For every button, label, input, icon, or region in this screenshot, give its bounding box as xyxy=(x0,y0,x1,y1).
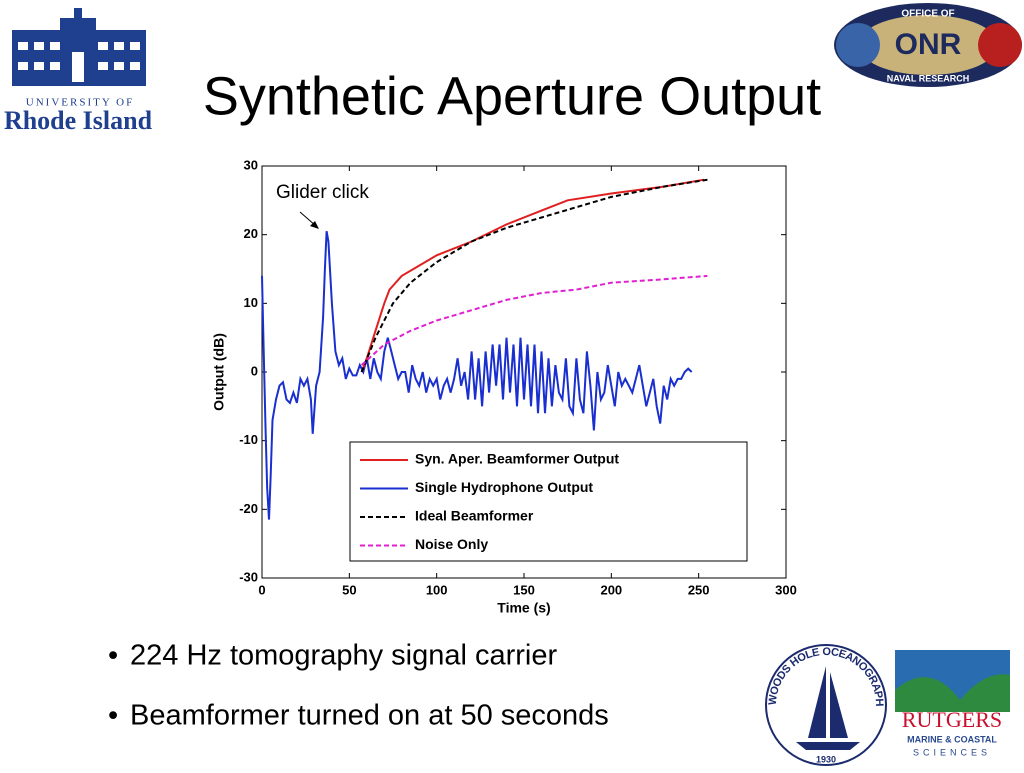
chart: 0 50 100 150 200 250 300 -30 -20 -10 0 10 20 30 Time (… xyxy=(211,157,797,615)
x-tick-label: 50 xyxy=(342,582,356,597)
slide-title: Synthetic Aperture Output xyxy=(203,66,821,126)
series-line xyxy=(360,178,708,373)
y-tick-label: 0 xyxy=(251,363,258,378)
onr-logo: OFFICE OF ONR NAVAL RESEARCH xyxy=(834,3,1022,87)
y-axis-label: Output (dB) xyxy=(211,333,227,411)
uri-line2: Rhode Island xyxy=(4,106,153,135)
series-line xyxy=(360,178,705,373)
y-tick-label: 20 xyxy=(244,226,258,241)
series-line xyxy=(261,231,693,520)
bullet-dot: • xyxy=(108,640,118,672)
y-tick-label: -10 xyxy=(239,432,258,447)
x-tick-label: 200 xyxy=(600,582,622,597)
bullet-dot: • xyxy=(108,700,118,732)
x-axis-label: Time (s) xyxy=(497,600,550,616)
y-tick-label: 10 xyxy=(244,295,258,310)
y-tick-label: 30 xyxy=(244,157,258,172)
uri-line1: UNIVERSITY OF xyxy=(26,97,134,109)
series-line xyxy=(360,274,708,366)
onr-mark: ONR xyxy=(895,28,962,61)
whoi-year: 1930 xyxy=(816,754,836,764)
annotation-arrowhead xyxy=(310,221,319,229)
rutgers-line1: MARINE & COASTAL xyxy=(907,734,997,744)
x-tick-label: 0 xyxy=(258,582,265,597)
bullet: 224 Hz tomography signal carrier xyxy=(130,640,557,672)
annotation: Glider click xyxy=(276,182,369,203)
x-tick-label: 150 xyxy=(513,582,535,597)
onr-top: OFFICE OF xyxy=(901,9,954,20)
y-tick-label: -20 xyxy=(239,501,258,516)
legend-label: Noise Only xyxy=(415,536,488,552)
rutgers-line2: SCIENCES xyxy=(913,747,991,757)
legend-label: Single Hydrophone Output xyxy=(415,479,593,495)
rutgers-name: RUTGERS xyxy=(902,707,1002,732)
uri-logo: UNIVERSITY OF Rhode Island xyxy=(4,8,153,135)
x-tick-label: 100 xyxy=(426,582,448,597)
y-tick-label: -30 xyxy=(239,569,258,584)
x-tick-label: 300 xyxy=(775,582,797,597)
onr-bottom: NAVAL RESEARCH xyxy=(887,73,970,83)
legend-label: Syn. Aper. Beamformer Output xyxy=(415,451,619,467)
legend-box xyxy=(349,441,748,562)
x-tick-label: 250 xyxy=(688,582,710,597)
bullet: Beamformer turned on at 50 seconds xyxy=(130,700,609,732)
legend-label: Ideal Beamformer xyxy=(415,508,534,524)
rutgers-logo: RUTGERS MARINE & COASTAL SCIENCES xyxy=(895,650,1010,757)
